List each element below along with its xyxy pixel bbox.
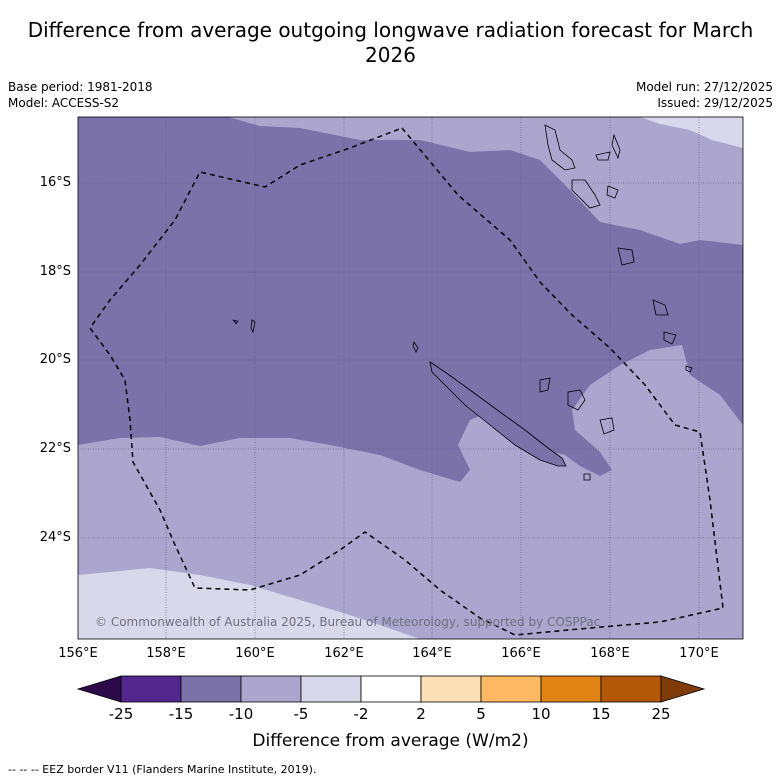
- new-caledonia-island: [429, 361, 567, 467]
- lon-label-170e: 170°E: [679, 646, 719, 661]
- malakula-island: [571, 179, 601, 209]
- lat-label-22s: 22°S: [39, 441, 71, 456]
- lat-label-20s: 20°S: [39, 352, 71, 367]
- colorbar-extend-low: [76, 675, 122, 703]
- colorbar-extend-high: [660, 675, 706, 703]
- colorbar-tick: -25: [108, 705, 134, 723]
- anomaly-band-minus2-plus2-sw: [78, 568, 420, 639]
- chesterfield-islet: [250, 319, 256, 334]
- map-frame: [77, 116, 744, 640]
- map-plot-area: [78, 117, 743, 639]
- colorbar-title: Difference from average (W/m2): [252, 731, 529, 751]
- eez-border: [89, 127, 724, 636]
- colorbar-swatch-plus2-plus5: [420, 675, 482, 703]
- colorbar-tick: 10: [531, 705, 551, 723]
- map-title: Difference from average outgoing longwav…: [27, 18, 754, 67]
- graticule: [78, 117, 743, 639]
- ambae-island: [595, 151, 611, 161]
- lon-label-162e: 162°E: [324, 646, 364, 661]
- erromango-island: [652, 299, 669, 316]
- lifou-island: [567, 389, 586, 411]
- maewo-island: [611, 133, 621, 160]
- anomaly-band-minus5-minus2-south: [78, 345, 743, 639]
- issued-date: Issued: 29/12/2025: [657, 96, 773, 110]
- colorbar-tick: 2: [416, 705, 426, 723]
- colorbar-tick: -2: [353, 705, 369, 723]
- colorbar-swatch-plus5-plus10: [480, 675, 542, 703]
- lat-label-16s: 16°S: [39, 175, 71, 190]
- lon-label-166e: 166°E: [501, 646, 541, 661]
- colorbar-tick: -5: [293, 705, 309, 723]
- ouvea-island: [539, 377, 551, 393]
- eez-footnote: -- -- -- EEZ border V11 (Flanders Marine…: [8, 763, 317, 776]
- colorbar-tick: 5: [476, 705, 486, 723]
- aneityum-island: [685, 365, 693, 373]
- colorbar-tick: -15: [168, 705, 194, 723]
- copyright-notice: © Commonwealth of Australia 2025, Bureau…: [95, 615, 601, 629]
- espiritu-santo-island: [544, 124, 576, 171]
- colorbar: [76, 675, 706, 703]
- colorbar-swatch-minus25-minus15: [120, 675, 182, 703]
- colorbar-swatch-minus10-minus5: [240, 675, 302, 703]
- colorbar-tick: 25: [651, 705, 671, 723]
- anomaly-band-minus2-plus2-ne: [640, 117, 743, 148]
- colorbar-swatch-minus2-plus2: [360, 675, 422, 703]
- base-period: Base period: 1981-2018: [8, 80, 153, 94]
- belep-islands: [412, 341, 419, 353]
- metadata-right: Model run: 27/12/2025 Issued: 29/12/2025: [636, 79, 773, 111]
- colorbar-swatch-minus15-minus10: [180, 675, 242, 703]
- chesterfield-reef: [232, 319, 239, 325]
- colorbar-tick: 15: [591, 705, 611, 723]
- lon-label-158e: 158°E: [146, 646, 186, 661]
- ambrym-island: [606, 185, 619, 199]
- model-run: Model run: 27/12/2025: [635, 80, 773, 94]
- isle-of-pines: [583, 473, 591, 481]
- metadata-left: Base period: 1981-2018 Model: ACCESS-S2: [8, 79, 153, 111]
- lon-label-168e: 168°E: [590, 646, 630, 661]
- colorbar-tick: -10: [228, 705, 254, 723]
- colorbar-swatch-plus15-plus25: [600, 675, 662, 703]
- lat-label-18s: 18°S: [39, 264, 71, 279]
- lat-label-24s: 24°S: [39, 530, 71, 545]
- mare-island: [599, 417, 615, 435]
- tanna-island: [663, 331, 677, 345]
- lon-label-156e: 156°E: [58, 646, 98, 661]
- colorbar-swatch-plus10-plus15: [540, 675, 602, 703]
- efate-island: [617, 247, 635, 266]
- colorbar-swatch-minus5-minus2: [300, 675, 362, 703]
- lon-label-164e: 164°E: [412, 646, 452, 661]
- lon-label-160e: 160°E: [235, 646, 275, 661]
- model-name: Model: ACCESS-S2: [8, 96, 120, 110]
